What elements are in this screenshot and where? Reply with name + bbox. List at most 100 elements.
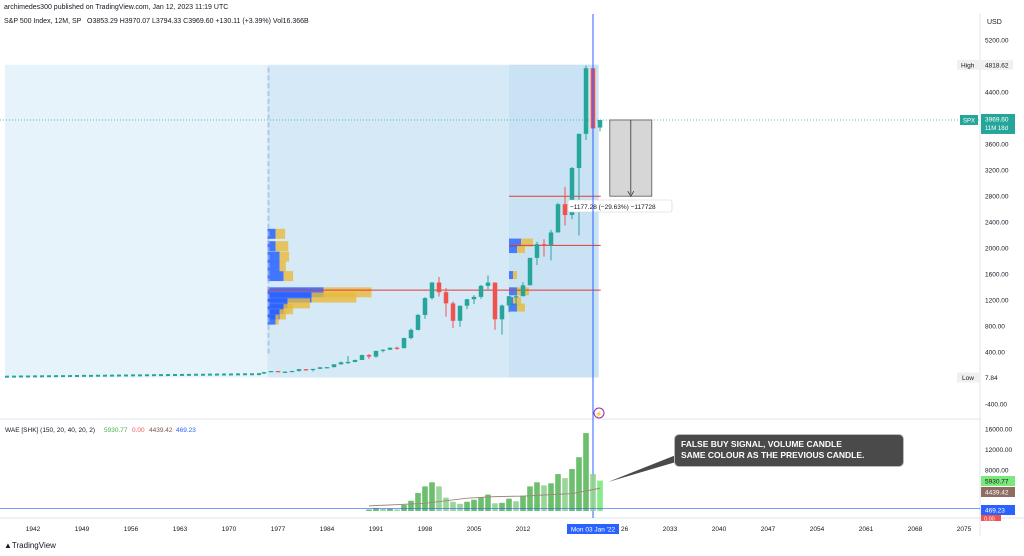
event-marker-icon[interactable] [593, 407, 605, 419]
year-tick-label: 2012 [516, 526, 531, 533]
candle-body [576, 133, 582, 168]
ind-blue-value: 469.23 [985, 508, 1005, 515]
candle-body [317, 367, 323, 369]
volume-profile-thin-bar [267, 231, 270, 237]
high-tag-label: High [961, 62, 975, 69]
volume-profile-thin-bar [267, 169, 270, 175]
wae-histogram-bar [520, 495, 526, 511]
volume-profile-thin-bar [267, 130, 270, 136]
volume-profile-bar-blue [267, 314, 276, 325]
volume-profile-bar-yellow [283, 304, 294, 315]
volume-profile-thin-bar [267, 137, 270, 143]
price-tick-label: 800.00 [985, 324, 1005, 331]
wae-histogram-bar [464, 501, 470, 511]
recent-profile-bar-yellow [521, 238, 533, 247]
wae-histogram-bar [443, 497, 449, 511]
recent-profile-bar-blue [509, 238, 521, 247]
tradingview-logo-icon: ▲​ [4, 541, 12, 550]
indicator-value-2: 0.00 [132, 427, 145, 434]
candle-body [387, 347, 393, 350]
wae-histogram-bar [492, 503, 498, 511]
candle-body [450, 303, 456, 321]
candle-body [303, 369, 309, 371]
candle-body [296, 369, 302, 371]
year-tick-label: 1942 [26, 526, 41, 533]
candle-body [548, 232, 554, 246]
wae-histogram-bar [422, 486, 428, 511]
volume-profile-bar-yellow [275, 241, 289, 252]
volume-profile-thin-bar [267, 270, 270, 276]
symbol-title[interactable]: S&P 500 Index, 12M, SP [4, 18, 82, 25]
price-tick-label: 4400.00 [985, 90, 1009, 97]
volume-profile-thin-bar [267, 254, 270, 260]
year-tick-label: 2033 [663, 526, 678, 533]
high-value-label: 4818.62 [985, 62, 1009, 69]
price-tick-label: 3200.00 [985, 168, 1009, 175]
indicator-tick-label: 8000.00 [985, 468, 1009, 475]
volume-profile-bar-yellow [279, 261, 286, 272]
candle-body [443, 292, 449, 304]
volume-profile-thin-bar [267, 91, 270, 97]
year-tick-label: 1984 [320, 526, 335, 533]
volume-profile-bar-blue [267, 287, 324, 298]
recent-profile-bar-yellow [513, 297, 521, 306]
cursor-date-box [567, 524, 619, 534]
wae-histogram-bar [394, 509, 400, 511]
early-price-series [4, 373, 265, 378]
volume-profile-bar-blue [267, 241, 276, 252]
year-tick-label: 1991 [369, 526, 384, 533]
candle-body [359, 355, 365, 360]
annotation-line-2: SAME COLOUR AS THE PREVIOUS CANDLE. [681, 450, 865, 460]
low-value-label: 7.84 [985, 375, 998, 382]
wae-histogram-bar [555, 474, 561, 511]
candle-body [513, 296, 519, 298]
measure-label-box [567, 199, 673, 213]
recent-profile-bar-yellow [517, 303, 525, 312]
annotation-callout[interactable]: FALSE BUY SIGNAL, VOLUME CANDLE SAME COL… [674, 434, 904, 467]
spx-tag-box [960, 114, 978, 125]
volume-profile-thin-bar [267, 348, 270, 354]
wae-histogram-bar [562, 478, 568, 511]
ind-green-value: 5930.77 [985, 479, 1009, 486]
price-tick-label: 400.00 [985, 350, 1005, 357]
wae-histogram-bar [373, 507, 379, 511]
profile-range-recent [509, 64, 599, 378]
volume-profile-thin-bar [267, 262, 270, 268]
tradingview-brand[interactable]: ▲​ TradingView [4, 541, 56, 550]
wae-histogram-bar [513, 501, 519, 511]
indicator-value-4: 469.23 [176, 427, 196, 434]
price-tick-label: -400.00 [985, 402, 1007, 409]
volume-profile-thin-bar [267, 215, 270, 221]
wae-histogram-bar [457, 503, 463, 511]
profile-range-left [5, 64, 268, 378]
year-tick-label: 2005 [467, 526, 482, 533]
candle-body [373, 350, 379, 357]
volume-profile-thin-bar [267, 200, 270, 206]
candle-body [394, 347, 400, 349]
high-tag-box [957, 59, 979, 70]
year-tick-label: 2068 [908, 526, 923, 533]
volume-profile-thin-bar [267, 153, 270, 159]
wae-histogram-bar [583, 433, 589, 511]
indicator-tick-label: 16000.00 [985, 427, 1012, 434]
indicator-title: WAE [SHK] (150, 20, 40, 20, 2) [5, 427, 95, 434]
candle-body [478, 285, 484, 297]
candle-body [436, 282, 442, 293]
volume-profile-thin-bar [267, 176, 270, 182]
year-tick-label: 1956 [124, 526, 139, 533]
year-tick-label: 2075 [957, 526, 972, 533]
candle-body [492, 282, 498, 320]
wae-histogram-bar [450, 501, 456, 511]
indicator-tick-label: 12000.00 [985, 447, 1012, 454]
price-tick-label: 1200.00 [985, 298, 1009, 305]
candle-body [485, 282, 491, 286]
candle-body [338, 362, 344, 365]
year-tick-label: 2054 [810, 526, 825, 533]
volume-profile-bar-yellow [279, 309, 286, 320]
indicator-value-1: 5930.77 [104, 427, 128, 434]
volume-profile-bar-yellow [275, 314, 279, 325]
candle-body [429, 282, 435, 299]
candle-body [422, 298, 428, 315]
candle-body [597, 120, 603, 128]
